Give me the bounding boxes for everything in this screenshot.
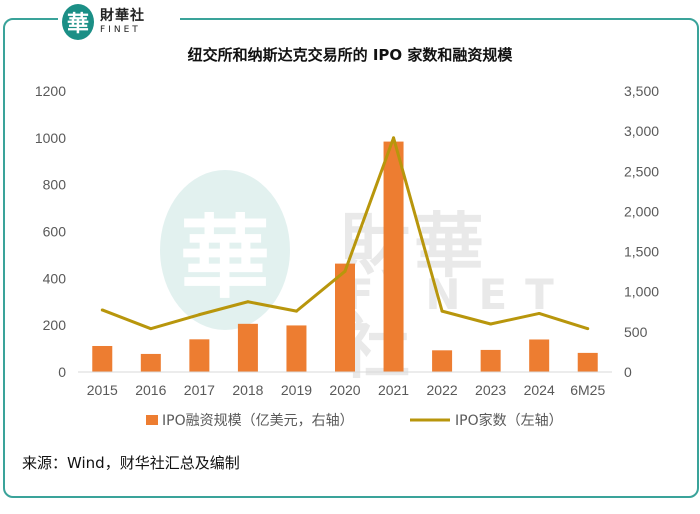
bar-2022 bbox=[432, 350, 453, 372]
bar-2023 bbox=[480, 349, 501, 372]
line-point-2015 bbox=[100, 308, 104, 312]
x-tick-label: 2024 bbox=[524, 382, 555, 398]
bar-2016 bbox=[140, 353, 161, 372]
right-tick-label: 3,000 bbox=[624, 123, 659, 139]
logo-name-cn: 財華社 bbox=[100, 8, 145, 24]
bar-2024 bbox=[529, 339, 550, 372]
line-point-2022 bbox=[440, 309, 444, 313]
legend-label-line: IPO家数（左轴） bbox=[455, 412, 563, 429]
legend-label-bar: IPO融资规模（亿美元，右轴） bbox=[162, 413, 354, 429]
right-tick-label: 2,000 bbox=[624, 203, 659, 219]
line-point-2018 bbox=[246, 300, 250, 304]
bar-series bbox=[92, 141, 598, 372]
chart-title: 纽交所和纳斯达克交易所的 IPO 家数和融资规模 bbox=[187, 46, 513, 64]
bar-2020 bbox=[335, 263, 355, 372]
bar-2018 bbox=[237, 323, 258, 372]
x-tick-label: 2021 bbox=[378, 382, 409, 398]
right-axis-ticks: 0 500 1,000 1,500 2,000 2,500 3,000 3,500 bbox=[624, 83, 659, 380]
x-tick-label: 2023 bbox=[475, 382, 506, 398]
finet-logo: 華 財華社 FINET bbox=[58, 2, 180, 42]
bar-2021 bbox=[383, 141, 404, 372]
x-tick-label: 6M25 bbox=[570, 382, 605, 398]
left-tick-label: 1200 bbox=[35, 83, 66, 99]
line-point-6M25 bbox=[586, 327, 590, 331]
right-tick-label: 3,500 bbox=[624, 83, 659, 99]
line-point-2021 bbox=[392, 136, 396, 140]
left-tick-label: 800 bbox=[43, 177, 67, 193]
bar-2019 bbox=[286, 325, 307, 372]
right-tick-label: 1,000 bbox=[624, 284, 659, 300]
line-point-2016 bbox=[149, 327, 153, 331]
logo-name-en: FINET bbox=[100, 25, 141, 35]
bar-2015 bbox=[92, 345, 113, 372]
left-tick-label: 0 bbox=[58, 364, 66, 380]
x-tick-label: 2019 bbox=[281, 382, 312, 398]
right-tick-label: 1,500 bbox=[624, 244, 659, 260]
left-tick-label: 600 bbox=[43, 224, 67, 240]
line-series bbox=[100, 136, 590, 331]
line-point-2020 bbox=[343, 269, 347, 273]
chart-legend: IPO融资规模（亿美元，右轴） IPO家数（左轴） bbox=[146, 412, 563, 429]
x-tick-label: 2022 bbox=[427, 382, 458, 398]
logo-mark: 華 bbox=[62, 4, 94, 40]
left-tick-label: 1000 bbox=[35, 130, 66, 146]
line-point-2023 bbox=[489, 322, 493, 326]
line-point-2017 bbox=[197, 313, 201, 317]
x-tick-label: 2016 bbox=[135, 382, 166, 398]
line-point-2019 bbox=[294, 309, 298, 313]
x-tick-label: 2017 bbox=[184, 382, 215, 398]
right-tick-label: 2,500 bbox=[624, 163, 659, 179]
left-tick-label: 400 bbox=[43, 270, 67, 286]
x-tick-label: 2020 bbox=[329, 382, 360, 398]
bar-6M25 bbox=[577, 352, 598, 372]
right-tick-label: 0 bbox=[624, 364, 632, 380]
x-axis-ticks: 2015 2016 2017 2018 2019 2020 2021 2022 2023 2024… bbox=[87, 382, 606, 398]
left-tick-label: 200 bbox=[43, 317, 67, 333]
x-tick-label: 2018 bbox=[232, 382, 263, 398]
left-axis-ticks: 0 200 400 600 800 1000 1200 bbox=[35, 83, 66, 380]
x-tick-label: 2015 bbox=[87, 382, 118, 398]
line-point-2024 bbox=[537, 311, 541, 315]
source-note: 来源：Wind，财华社汇总及编制 bbox=[22, 454, 240, 472]
legend-swatch-bar bbox=[146, 415, 158, 425]
bar-2017 bbox=[189, 339, 210, 372]
right-tick-label: 500 bbox=[624, 324, 648, 340]
